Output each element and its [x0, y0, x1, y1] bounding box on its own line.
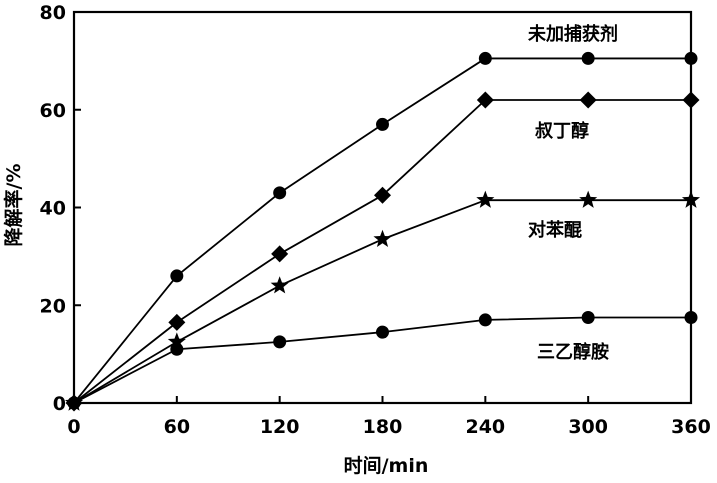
y-tick-label: 0: [53, 393, 66, 415]
series-label-benzoquinone: 对苯醌: [528, 219, 582, 241]
data-point-star: [373, 229, 392, 247]
data-point-circle: [478, 51, 492, 65]
data-point-circle: [67, 396, 81, 410]
series-label-no-scavenger: 未加捕获剂: [528, 23, 618, 45]
data-point-diamond: [476, 91, 494, 109]
data-point-circle: [170, 269, 184, 283]
y-axis-title: 降解率/%: [2, 164, 25, 247]
x-tick-label: 180: [363, 416, 403, 438]
series-layer: [64, 51, 701, 412]
data-point-circle: [376, 117, 389, 131]
x-tick-label: 0: [67, 416, 80, 438]
data-point-star: [579, 190, 598, 208]
data-point-star: [167, 332, 186, 350]
series-label-triethanolamine: 三乙醇胺: [537, 341, 609, 363]
data-point-star: [681, 190, 701, 208]
data-point-diamond: [168, 313, 186, 331]
data-point-circle: [684, 310, 698, 324]
data-point-diamond: [271, 245, 289, 263]
y-tick-label: 20: [40, 295, 66, 317]
data-point-circle: [273, 335, 287, 349]
data-point-diamond: [682, 91, 700, 109]
y-tick-label: 80: [40, 2, 66, 24]
x-tick-label: 120: [260, 416, 300, 438]
x-tick-label: 60: [164, 416, 190, 438]
data-point-circle: [273, 186, 287, 200]
data-point-diamond: [579, 91, 597, 109]
x-tick-label: 240: [465, 416, 505, 438]
data-point-diamond: [374, 186, 391, 204]
data-point-circle: [376, 325, 389, 339]
data-point-circle: [478, 313, 492, 327]
series-label-tert-butanol: 叔丁醇: [535, 120, 589, 142]
axes-layer: 0 60 120 180 240 300 360 0 20 40 60 80: [40, 2, 711, 438]
x-tick-label: 360: [671, 416, 711, 438]
data-point-circle: [684, 51, 698, 65]
data-point-star: [476, 190, 495, 208]
data-point-star: [270, 276, 289, 294]
data-point-circle: [581, 51, 595, 65]
x-axis-title: 时间/min: [344, 455, 429, 477]
labels-layer: 时间/min 降解率/% 未加捕获剂 叔丁醇 对苯醌 三乙醇胺: [2, 23, 618, 477]
data-point-circle: [170, 342, 184, 356]
y-tick-label: 60: [40, 100, 66, 122]
x-tick-label: 300: [568, 416, 608, 438]
y-tick-label: 40: [40, 198, 66, 220]
data-point-circle: [581, 310, 595, 324]
